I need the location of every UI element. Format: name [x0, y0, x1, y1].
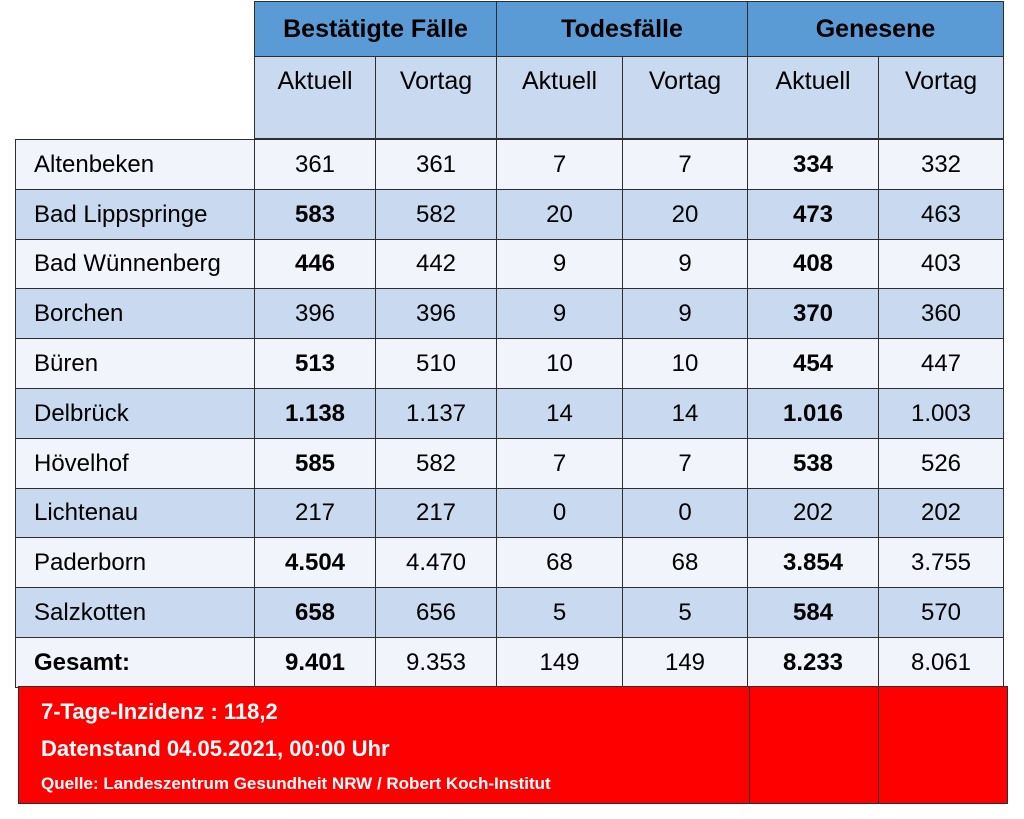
table-row-value: 7 [622, 438, 748, 489]
table-row-value: 9 [622, 239, 748, 289]
table-row-municipality: Hövelhof [15, 438, 255, 489]
table-row-municipality: Paderborn [15, 537, 255, 588]
table-row-value: 538 [747, 438, 879, 489]
table-row-value: 7 [622, 139, 748, 190]
table-row-value: 454 [747, 338, 879, 389]
table-row-municipality: Büren [15, 338, 255, 389]
total-row-value: 9.401 [254, 637, 376, 688]
table-row-value: 403 [878, 239, 1004, 289]
data-date-text: Datenstand 04.05.2021, 00:00 Uhr [41, 736, 390, 761]
footer-info-box: 7-Tage-Inzidenz : 118,2 Datenstand 04.05… [18, 686, 750, 804]
total-row-value: 9.353 [375, 637, 497, 688]
table-row-value: 202 [878, 488, 1004, 538]
table-row-value: 361 [375, 139, 497, 190]
table-row-value: 396 [254, 288, 376, 339]
table-row-value: 202 [747, 488, 879, 538]
table-row-value: 370 [747, 288, 879, 339]
header-deaths: Todesfälle [496, 1, 748, 57]
source-text: Quelle: Landeszentrum Gesundheit NRW / R… [41, 774, 551, 793]
table-row-value: 4.504 [254, 537, 376, 588]
red-filler-cell-right [878, 686, 1008, 804]
table-row-value: 584 [747, 587, 879, 638]
table-row-value: 9 [622, 288, 748, 339]
table-row-value: 582 [375, 189, 497, 240]
table-row-value: 3.755 [878, 537, 1004, 588]
table-row-value: 582 [375, 438, 497, 489]
table-row-municipality: Borchen [15, 288, 255, 339]
table-row-value: 217 [375, 488, 497, 538]
table-row-value: 510 [375, 338, 497, 389]
table-row-value: 7 [496, 139, 623, 190]
table-row-value: 332 [878, 139, 1004, 190]
table-row-value: 446 [254, 239, 376, 289]
subheader-current: Aktuell [496, 56, 623, 139]
total-row-value: 149 [622, 637, 748, 688]
table-row-value: 10 [622, 338, 748, 389]
table-row-value: 361 [254, 139, 376, 190]
table-row-value: 9 [496, 288, 623, 339]
table-row-value: 396 [375, 288, 497, 339]
incidence-text: 7-Tage-Inzidenz : 118,2 [41, 699, 278, 724]
subheader-previous-day: Vortag [622, 56, 748, 139]
table-row-value: 1.016 [747, 388, 879, 439]
total-row-value: 149 [496, 637, 623, 688]
total-row-value: 8.061 [878, 637, 1004, 688]
table-row-value: 14 [622, 388, 748, 439]
subheader-current: Aktuell [747, 56, 879, 139]
table-row-value: 570 [878, 587, 1004, 638]
table-row-value: 442 [375, 239, 497, 289]
table-row-value: 7 [496, 438, 623, 489]
subheader-current: Aktuell [254, 56, 376, 139]
table-row-value: 9 [496, 239, 623, 289]
header-recovered: Genesene [747, 1, 1004, 57]
table-row-value: 1.137 [375, 388, 497, 439]
total-row-municipality: Gesamt: [15, 637, 255, 688]
table-row-value: 0 [496, 488, 623, 538]
subheader-previous-day: Vortag [878, 56, 1004, 139]
table-row-municipality: Altenbeken [15, 139, 255, 190]
table-row-value: 473 [747, 189, 879, 240]
table-row-value: 68 [496, 537, 623, 588]
table-row-municipality: Salzkotten [15, 587, 255, 638]
table-row-value: 360 [878, 288, 1004, 339]
subheader-previous-day: Vortag [375, 56, 497, 139]
table-row-municipality: Delbrück [15, 388, 255, 439]
table-row-municipality: Bad Wünnenberg [15, 239, 255, 289]
table-row-value: 0 [622, 488, 748, 538]
table-row-value: 14 [496, 388, 623, 439]
table-row-value: 447 [878, 338, 1004, 389]
total-row-value: 8.233 [747, 637, 879, 688]
table-row-value: 4.470 [375, 537, 497, 588]
table-row-value: 68 [622, 537, 748, 588]
table-row-value: 656 [375, 587, 497, 638]
red-filler-cell-left [749, 686, 879, 804]
table-row-municipality: Bad Lippspringe [15, 189, 255, 240]
table-row-municipality: Lichtenau [15, 488, 255, 538]
table-row-value: 5 [622, 587, 748, 638]
table-row-value: 20 [622, 189, 748, 240]
table-row-value: 10 [496, 338, 623, 389]
table-row-value: 658 [254, 587, 376, 638]
table-row-value: 1.003 [878, 388, 1004, 439]
table-row-value: 1.138 [254, 388, 376, 439]
table-row-value: 408 [747, 239, 879, 289]
table-row-value: 513 [254, 338, 376, 389]
header-confirmed-cases: Bestätigte Fälle [254, 1, 497, 57]
table-row-value: 217 [254, 488, 376, 538]
table-row-value: 334 [747, 139, 879, 190]
table-row-value: 463 [878, 189, 1004, 240]
table-row-value: 583 [254, 189, 376, 240]
table-row-value: 526 [878, 438, 1004, 489]
table-row-value: 5 [496, 587, 623, 638]
table-row-value: 20 [496, 189, 623, 240]
table-row-value: 3.854 [747, 537, 879, 588]
table-row-value: 585 [254, 438, 376, 489]
